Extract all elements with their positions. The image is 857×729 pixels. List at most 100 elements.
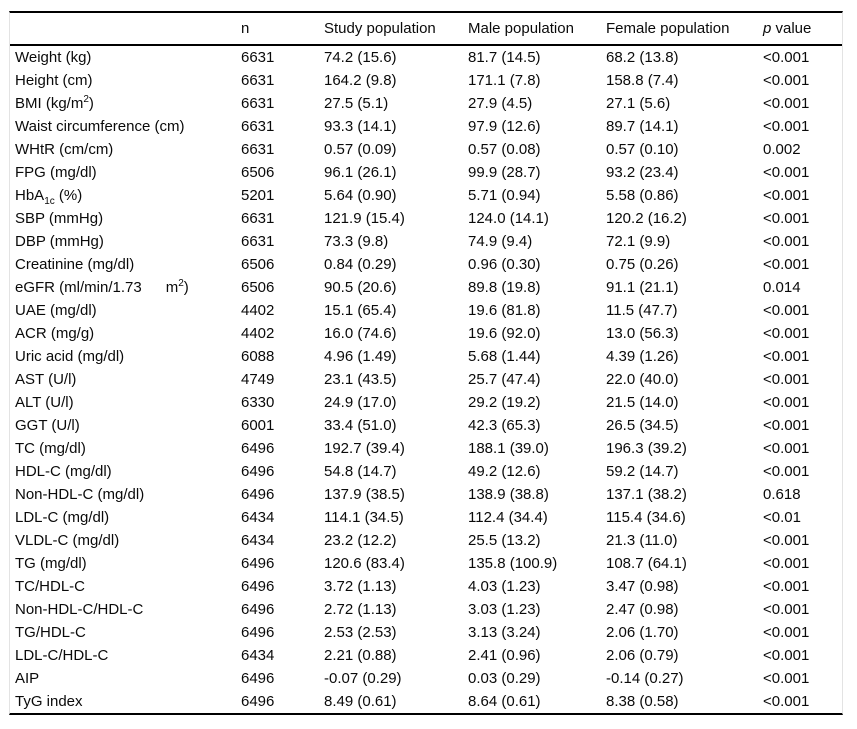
cell-n: 4402 [241, 302, 275, 319]
cell-p-value: <0.001 [763, 578, 810, 595]
row-label: HDL-C (mg/dl) [15, 463, 112, 480]
cell-n: 6496 [241, 578, 275, 595]
row-label: SBP (mmHg) [15, 210, 104, 227]
row-label: Creatinine (mg/dl) [15, 256, 135, 273]
table-row: AST (U/l) 4749 23.1 (43.5) 25.7 (47.4) 22.0 … [10, 368, 842, 391]
cell-p-value: <0.001 [763, 348, 810, 365]
table-row: HbA1c (%) 5201 5.64 (0.90) 5.71 (0.94) 5.58 … [10, 184, 842, 207]
cell-p-value: <0.001 [763, 95, 810, 112]
col-header-female-population: Female population [606, 13, 763, 46]
cell-study-population: 23.2 (12.2) [324, 532, 397, 549]
row-label: Waist circumference (cm) [15, 118, 185, 135]
cell-n: 6631 [241, 118, 275, 135]
table-row: VLDL-C (mg/dl) 6434 23.2 (12.2) 25.5 (13.2)… [10, 529, 842, 552]
cell-male-population: 99.9 (28.7) [468, 164, 541, 181]
cell-study-population: 114.1 (34.5) [324, 509, 404, 526]
cell-n: 4402 [241, 325, 275, 342]
cell-male-population: 188.1 (39.0) [468, 440, 549, 457]
cell-male-population: 138.9 (38.8) [468, 486, 549, 503]
cell-p-value: <0.001 [763, 394, 810, 411]
cell-female-population: 21.5 (14.0) [606, 394, 679, 411]
cell-p-value: <0.001 [763, 371, 810, 388]
cell-n: 6631 [241, 72, 275, 89]
cell-female-population: 196.3 (39.2) [606, 440, 687, 457]
cell-male-population: 4.03 (1.23) [468, 578, 541, 595]
cell-study-population: 15.1 (65.4) [324, 302, 397, 319]
cell-study-population: 0.84 (0.29) [324, 256, 397, 273]
cell-male-population: 171.1 (7.8) [468, 72, 541, 89]
cell-male-population: 2.41 (0.96) [468, 647, 541, 664]
cell-male-population: 5.68 (1.44) [468, 348, 541, 365]
table-row: ACR (mg/g) 4402 16.0 (74.6) 19.6 (92.0) 13.0… [10, 322, 842, 345]
row-label: Non-HDL-C/HDL-C [15, 601, 144, 618]
cell-n: 6496 [241, 693, 275, 710]
cell-study-population: -0.07 (0.29) [324, 670, 402, 687]
cell-study-population: 93.3 (14.1) [324, 118, 397, 135]
cell-n: 6496 [241, 463, 275, 480]
cell-female-population: 21.3 (11.0) [606, 532, 678, 549]
cell-study-population: 121.9 (15.4) [324, 210, 405, 227]
row-label: eGFR (ml/min/1.73 m2) [15, 278, 189, 297]
row-label: UAE (mg/dl) [15, 302, 97, 319]
row-label: GGT (U/l) [15, 417, 80, 434]
cell-male-population: 74.9 (9.4) [468, 233, 533, 250]
cell-study-population: 16.0 (74.6) [324, 325, 397, 342]
table-row: Non-HDL-C (mg/dl) 6496 137.9 (38.5) 138.9 (… [10, 483, 842, 506]
row-label: WHtR (cm/cm) [15, 141, 114, 158]
cell-female-population: 22.0 (40.0) [606, 371, 679, 388]
cell-male-population: 135.8 (100.9) [468, 555, 558, 572]
cell-p-value: 0.014 [763, 279, 801, 296]
cell-n: 6496 [241, 555, 275, 572]
row-label: ACR (mg/g) [15, 325, 95, 342]
cell-study-population: 33.4 (51.0) [324, 417, 397, 434]
row-label: BMI (kg/m2) [15, 94, 94, 113]
cell-male-population: 5.71 (0.94) [468, 187, 541, 204]
cell-n: 6506 [241, 279, 275, 296]
cell-study-population: 2.72 (1.13) [324, 601, 397, 618]
cell-p-value: <0.001 [763, 49, 810, 66]
row-label: HbA1c (%) [15, 187, 83, 207]
population-statistics-table: n Study population Male population Femal… [10, 13, 842, 713]
cell-study-population: 54.8 (14.7) [324, 463, 397, 480]
cell-female-population: 137.1 (38.2) [606, 486, 687, 503]
cell-study-population: 24.9 (17.0) [324, 394, 397, 411]
cell-n: 6631 [241, 95, 275, 112]
cell-male-population: 27.9 (4.5) [468, 95, 533, 112]
p-value-italic-p: p [763, 20, 772, 37]
row-label: Non-HDL-C (mg/dl) [15, 486, 145, 503]
cell-female-population: 120.2 (16.2) [606, 210, 687, 227]
cell-female-population: 115.4 (34.6) [606, 509, 686, 526]
cell-p-value: <0.001 [763, 417, 810, 434]
cell-n: 6496 [241, 486, 275, 503]
col-header-male-population: Male population [468, 13, 606, 46]
cell-study-population: 74.2 (15.6) [324, 49, 397, 66]
table-row: Creatinine (mg/dl) 6506 0.84 (0.29) 0.96 (0… [10, 253, 842, 276]
col-header-p-value: p value [763, 13, 842, 46]
cell-female-population: 68.2 (13.8) [606, 49, 679, 66]
cell-male-population: 29.2 (19.2) [468, 394, 541, 411]
table-row: TC (mg/dl) 6496 192.7 (39.4) 188.1 (39.0) 19… [10, 437, 842, 460]
table-row: TyG index 6496 8.49 (0.61) 8.64 (0.61) 8.38 … [10, 690, 842, 713]
cell-p-value: <0.001 [763, 647, 810, 664]
row-label: ALT (U/l) [15, 394, 74, 411]
cell-male-population: 42.3 (65.3) [468, 417, 541, 434]
cell-n: 6506 [241, 164, 275, 181]
cell-n: 6496 [241, 601, 275, 618]
cell-study-population: 0.57 (0.09) [324, 141, 397, 158]
row-label: Weight (kg) [15, 49, 92, 66]
table-row: TC/HDL-C 6496 3.72 (1.13) 4.03 (1.23) 3.47 (… [10, 575, 842, 598]
row-label: LDL-C/HDL-C [15, 647, 109, 664]
cell-n: 6330 [241, 394, 275, 411]
baseline-characteristics-table: n Study population Male population Femal… [9, 11, 843, 715]
cell-n: 6496 [241, 670, 275, 687]
table-row: ALT (U/l) 6330 24.9 (17.0) 29.2 (19.2) 21.5 … [10, 391, 842, 414]
cell-male-population: 0.96 (0.30) [468, 256, 541, 273]
cell-p-value: <0.001 [763, 210, 810, 227]
cell-n: 6088 [241, 348, 275, 365]
row-label: TG/HDL-C [15, 624, 86, 641]
cell-female-population: 11.5 (47.7) [606, 302, 678, 319]
cell-n: 6496 [241, 624, 275, 641]
cell-p-value: 0.002 [763, 141, 801, 158]
table-row: FPG (mg/dl) 6506 96.1 (26.1) 99.9 (28.7) 93.… [10, 161, 842, 184]
cell-female-population: 93.2 (23.4) [606, 164, 679, 181]
